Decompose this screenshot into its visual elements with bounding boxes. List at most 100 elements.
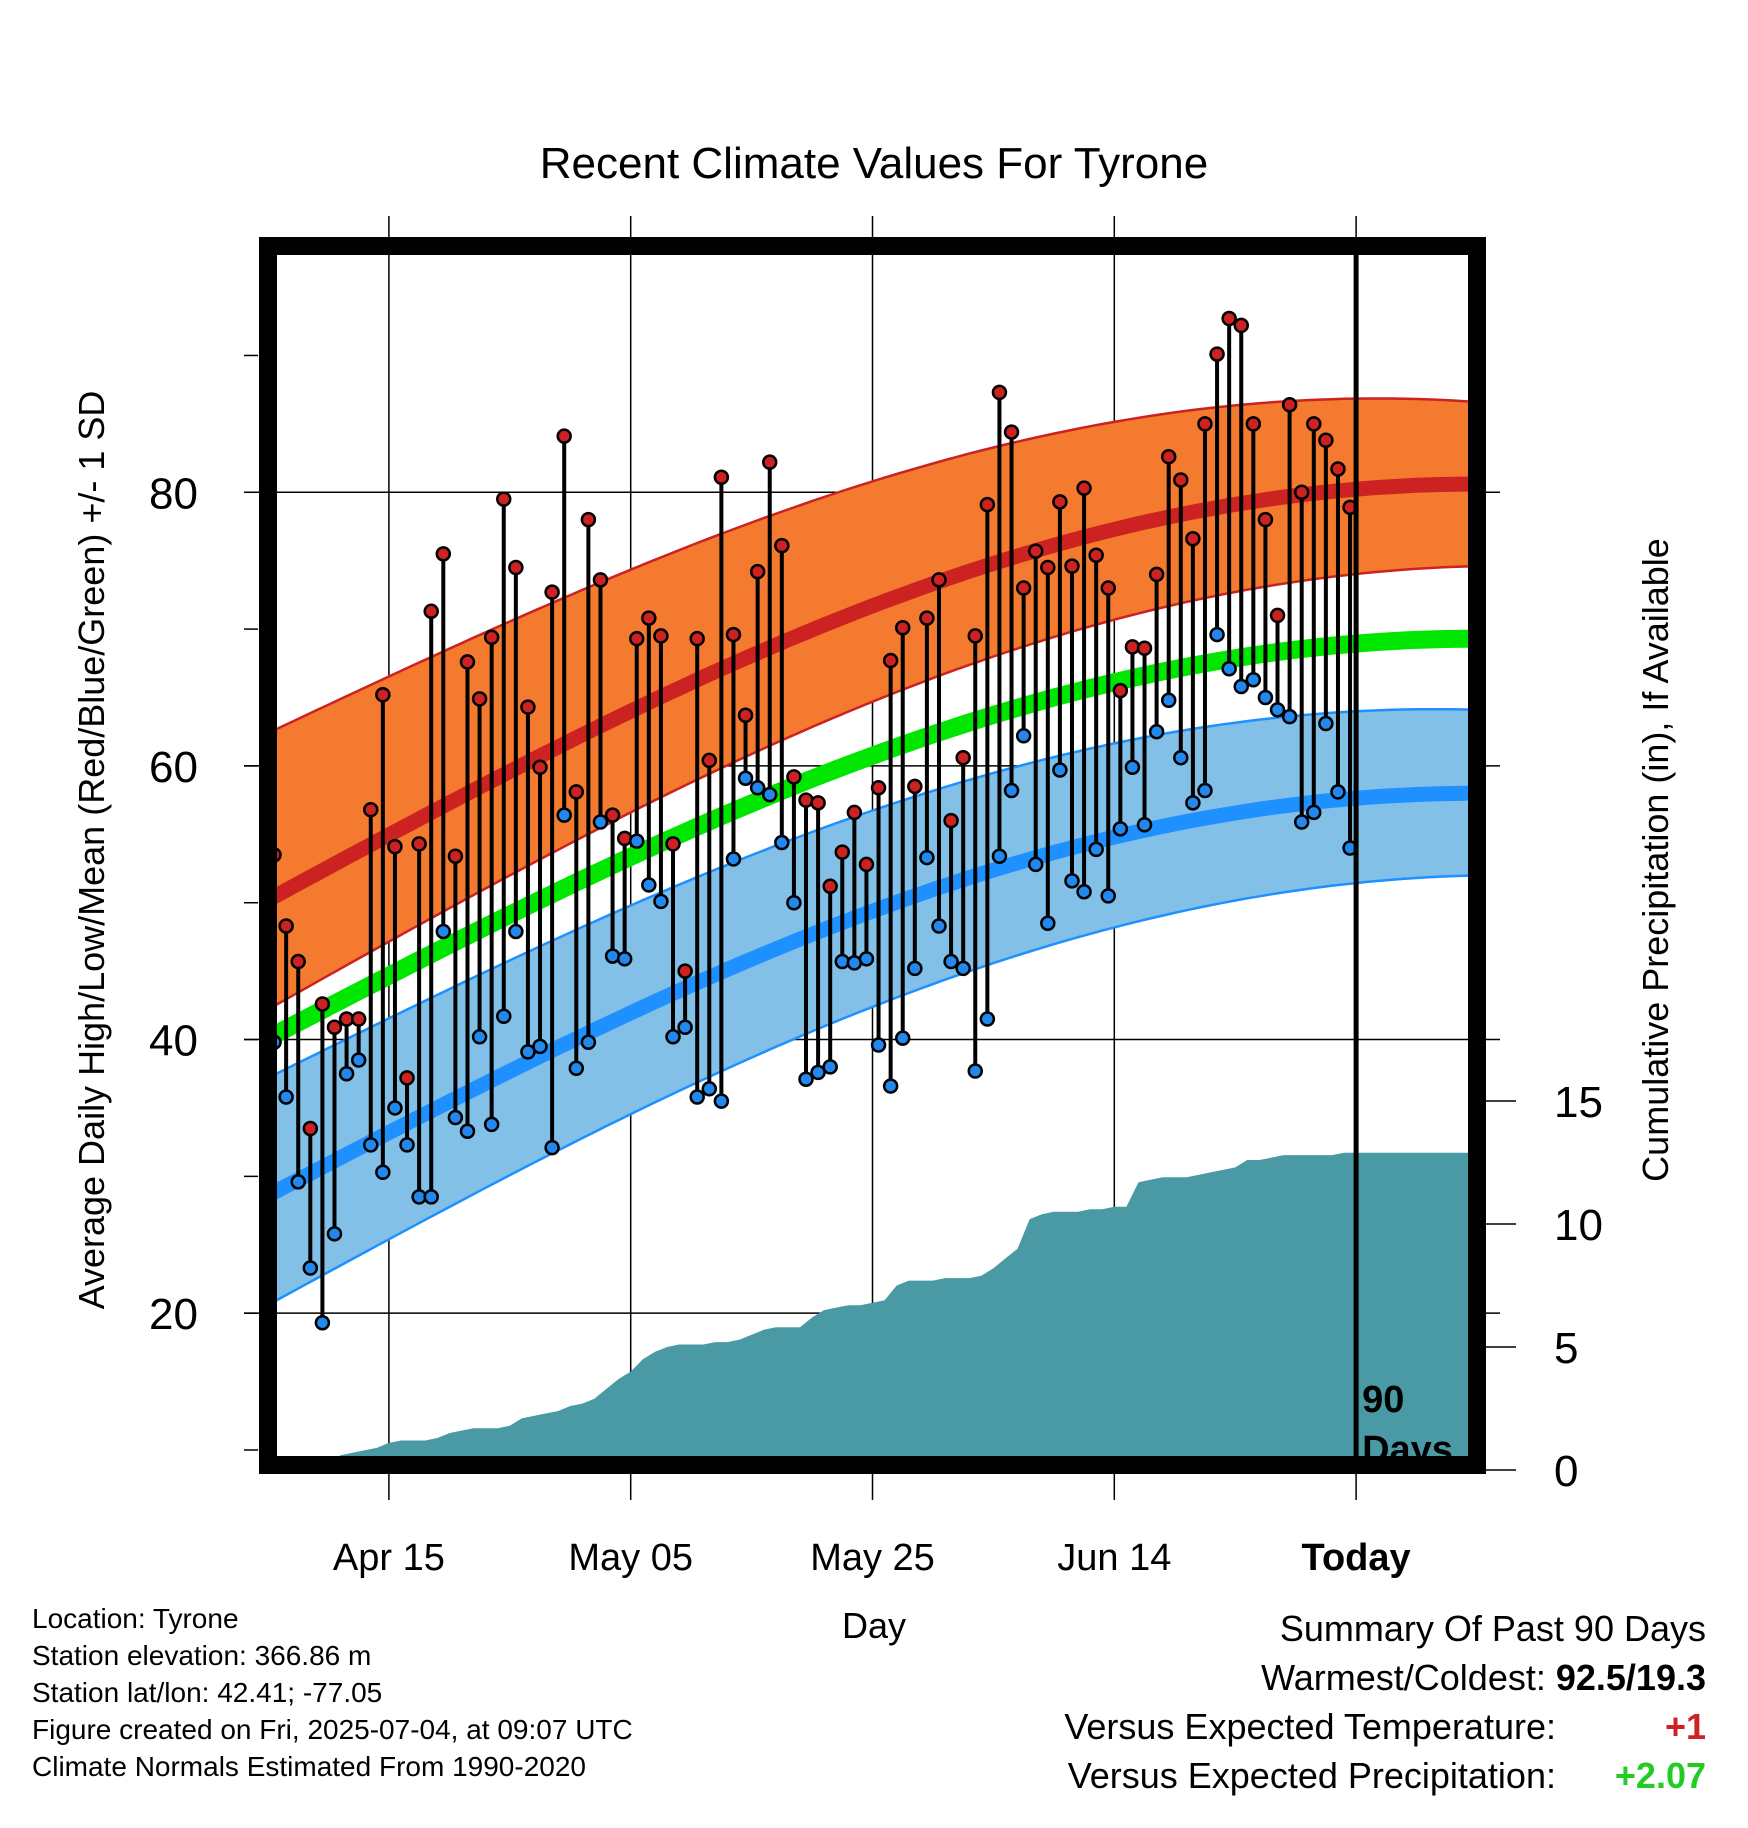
daily-high-point [931,572,947,588]
daily-high-point [459,654,476,670]
daily-low-point [592,814,609,830]
created-text: Figure created on Fri, 2025-07-04, at 09… [32,1714,633,1745]
daily-low-point [665,1029,681,1045]
daily-high-point [967,628,984,644]
x-tick-label: May 05 [568,1537,693,1579]
daily-high-point [1197,416,1213,432]
daily-high-point [399,1070,415,1086]
daily-high-point [1040,559,1056,576]
daily-high-point [1293,484,1310,501]
daily-high-point [363,801,379,818]
daily-high-point [350,1011,367,1027]
daily-high-point [749,563,766,580]
daily-low-point [1136,816,1153,833]
daily-low-point [919,849,935,866]
low-sd-lower-line [267,874,1478,1307]
daily-low-point [1064,873,1080,889]
daily-low-point [508,923,524,940]
daily-high-point [653,628,669,644]
daily-low-point [1330,784,1346,800]
x-tick-label: Apr 15 [333,1537,445,1579]
daily-high-point [616,830,633,847]
high-sd-upper-line [267,397,1478,735]
daily-high-point [689,630,705,647]
daily-high-point [544,584,560,600]
precip-value: +2.07 [1614,1755,1706,1796]
precipitation-area [268,1152,1477,1470]
precipitation-area-fill [268,1152,1477,1470]
daily-low-point [544,1139,560,1156]
daily-high-point [894,619,911,636]
y-axis-label: Average Daily High/Low/Mean (Red/Blue/Gr… [71,391,112,1310]
daily-high-point [1269,607,1286,624]
daily-high-point [483,629,500,646]
y2-axis-label: Cumulative Precipitation (in), If Availa… [1635,538,1676,1182]
daily-high-point [1100,580,1117,596]
daily-high-point [834,844,851,860]
warm-cold-value: 92.5/19.3 [1555,1657,1706,1698]
daily-high-point [1318,432,1334,449]
daily-low-point [774,834,790,851]
daily-low-point [810,1064,826,1081]
daily-high-point [870,780,887,796]
daily-high-point [520,699,536,715]
daily-high-point [786,769,802,785]
daily-high-point [1076,480,1092,496]
daily-high-point [1281,396,1298,413]
daily-high-point [677,963,693,979]
daily-low-point [1293,814,1310,830]
daily-high-point [761,454,778,470]
daily-high-point [471,691,488,707]
daily-low-point [471,1029,488,1045]
daily-high-point [532,759,548,776]
daily-high-point [314,996,331,1012]
daily-low-point [1173,749,1189,766]
daily-low-point [1027,856,1044,873]
daily-low-point [786,894,802,911]
daily-low-point [1281,708,1298,725]
daily-high-point [1306,416,1322,432]
station-info: Location: Tyrone Station elevation: 366.… [32,1600,633,1785]
daily-high-point [375,687,391,703]
daily-low-point [338,1066,355,1082]
daily-low-point [967,1063,984,1079]
daily-high-point [774,537,790,554]
daily-high-point [1136,640,1153,656]
daily-low-point [653,893,669,910]
daily-low-point [1100,888,1117,904]
daily-low-point [628,833,645,849]
daily-low-point [1318,715,1334,732]
daily-low-point [1269,702,1286,718]
daily-low-point [798,1071,814,1087]
daily-high-point [1003,424,1020,440]
daily-low-point [1003,782,1020,799]
daily-low-point [1233,678,1249,695]
x-tick-label: May 25 [810,1537,935,1579]
daily-low-point [459,1123,476,1139]
daily-low-point [375,1164,391,1181]
daily-high-point [943,812,959,829]
daily-low-point [483,1116,500,1133]
daily-high-point [713,469,730,485]
daily-low-point [568,1060,585,1077]
daily-low-point [1245,671,1262,688]
plot-border [259,237,1486,1474]
daily-high-point [447,848,464,864]
daily-low-point [701,1081,718,1097]
daily-data [266,310,1358,1331]
daily-high-point [641,610,657,626]
daily-high-point [1027,543,1044,559]
daily-low-point [387,1100,403,1116]
daily-low-point [278,1089,294,1105]
daily-low-point [991,848,1008,864]
daily-low-point [882,1078,899,1094]
daily-high-point [556,428,572,444]
daily-low-point [894,1030,911,1046]
daily-low-point [580,1034,597,1051]
latlon-text: Station lat/lon: 42.41; -77.05 [32,1677,383,1708]
daily-high-point [955,749,971,766]
daily-high-point [1233,317,1249,334]
daily-low-point [1148,723,1165,740]
daily-high-point [1015,580,1032,596]
daily-low-point [1052,762,1068,778]
